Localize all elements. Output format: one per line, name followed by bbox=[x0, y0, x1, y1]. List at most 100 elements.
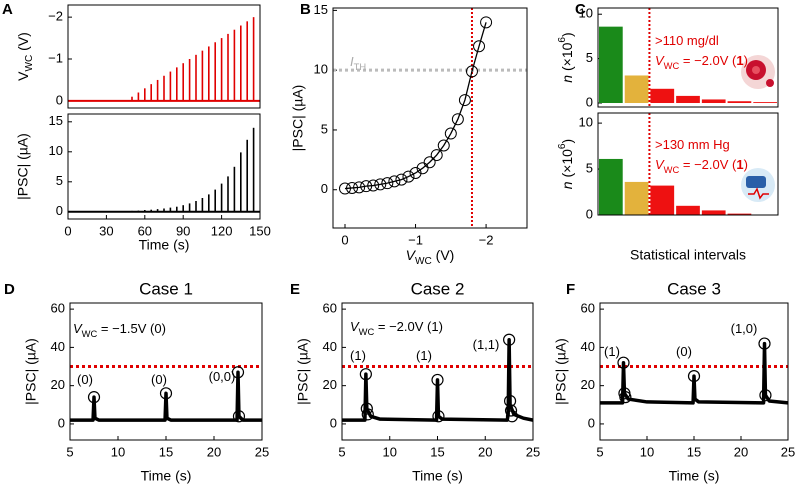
plot-frame bbox=[597, 112, 779, 216]
icon-cuff bbox=[746, 176, 766, 188]
bar bbox=[701, 99, 726, 104]
label-part: (1) bbox=[604, 344, 620, 359]
data-point bbox=[473, 40, 486, 53]
x-tick-label: 150 bbox=[249, 223, 271, 238]
peak-marker bbox=[231, 366, 245, 379]
label-part: TH bbox=[354, 62, 366, 72]
y-tick-label: 5 bbox=[586, 50, 593, 65]
chart-title: Case 1 bbox=[139, 279, 193, 298]
panel-label: D bbox=[4, 281, 15, 298]
y-tick-label: 5 bbox=[586, 160, 593, 175]
plot-frame bbox=[69, 302, 263, 441]
bar bbox=[624, 181, 649, 215]
current-trace bbox=[70, 370, 262, 422]
x-tick-label: 20 bbox=[207, 444, 221, 459]
plot-frame bbox=[332, 7, 528, 229]
x-tick-label: 25 bbox=[255, 444, 269, 459]
label-part: (1,1) bbox=[473, 337, 500, 352]
bar bbox=[650, 185, 675, 215]
x-tick-label: 120 bbox=[211, 223, 233, 238]
current-trace bbox=[600, 341, 789, 405]
label-part: ) bbox=[744, 157, 748, 172]
y-axis-label: n (×106) bbox=[557, 139, 575, 189]
icon-cell-center bbox=[752, 66, 760, 74]
x-axis-label: Statistical intervals bbox=[630, 247, 746, 263]
y-tick-label: 0 bbox=[588, 415, 595, 430]
annotation: VWC = −2.0V (1) bbox=[655, 53, 748, 71]
data-point bbox=[416, 162, 429, 175]
label-part: ) bbox=[559, 32, 575, 37]
icon-cell bbox=[766, 79, 774, 87]
label-part: n bbox=[559, 75, 575, 83]
y-tick-label: 60 bbox=[51, 301, 65, 316]
peak-marker bbox=[505, 410, 519, 423]
label-part: V bbox=[73, 321, 83, 336]
y-axis-label: |PSC| (µA) bbox=[290, 85, 306, 152]
annotation: (0) bbox=[151, 372, 167, 387]
data-point bbox=[465, 65, 478, 78]
x-tick-label: 5 bbox=[338, 444, 345, 459]
annotation: VWC = −2.0V (1) bbox=[655, 157, 748, 175]
y-tick-label: 60 bbox=[323, 301, 337, 316]
label-part: = −2.0V ( bbox=[679, 157, 737, 172]
label-part: WC bbox=[82, 329, 98, 339]
x-tick-label: 0 bbox=[64, 223, 71, 238]
y-tick-label: −1 bbox=[48, 50, 63, 65]
label-part: V bbox=[350, 319, 360, 334]
x-tick-label: 20 bbox=[478, 444, 492, 459]
label-part: = −2.0V ( bbox=[679, 53, 737, 68]
bar bbox=[753, 102, 777, 104]
x-tick-label: 60 bbox=[138, 223, 152, 238]
y-tick-label: 10 bbox=[579, 115, 593, 130]
label-part: V bbox=[406, 247, 417, 263]
peak-marker bbox=[503, 333, 516, 346]
peak-marker bbox=[503, 394, 517, 408]
y-tick-label: 20 bbox=[323, 377, 337, 392]
peak-marker bbox=[759, 389, 772, 402]
bar bbox=[624, 75, 649, 104]
label-part: I bbox=[350, 54, 354, 69]
peak-marker bbox=[360, 402, 373, 415]
annotation: (1) bbox=[416, 348, 432, 363]
panel-label: E bbox=[290, 281, 300, 298]
y-tick-label: 40 bbox=[51, 339, 65, 354]
annotation: (1) bbox=[604, 344, 620, 359]
peak-marker bbox=[758, 337, 771, 350]
panel-label: C bbox=[575, 1, 586, 18]
data-point bbox=[458, 94, 471, 107]
label-part: (×10 bbox=[559, 149, 575, 182]
label-part: (0) bbox=[77, 372, 93, 387]
plot-frame bbox=[599, 302, 789, 441]
y-tick-label: 0 bbox=[586, 206, 593, 221]
bar bbox=[599, 158, 623, 215]
y-axis-label: VWC (V) bbox=[15, 32, 35, 81]
y-tick-label: 10 bbox=[49, 143, 63, 158]
data-point bbox=[444, 127, 457, 140]
x-tick-label: −1 bbox=[408, 232, 423, 247]
data-point bbox=[388, 175, 401, 188]
y-tick-label: 0 bbox=[56, 203, 63, 218]
annotation: (0) bbox=[77, 372, 93, 387]
peak-marker bbox=[617, 356, 630, 369]
panel-label: B bbox=[300, 1, 311, 18]
annotation: (0,0) bbox=[209, 369, 236, 384]
y-tick-label: 0 bbox=[321, 181, 328, 196]
peak-marker bbox=[159, 387, 173, 400]
annotation: (1,1) bbox=[473, 337, 500, 352]
annotation: VWC = −1.5V (0) bbox=[73, 321, 166, 339]
peak-marker bbox=[232, 410, 246, 423]
plot-frame bbox=[341, 302, 534, 441]
label-part: WC bbox=[664, 165, 680, 175]
x-tick-label: 30 bbox=[99, 223, 113, 238]
y-tick-label: 5 bbox=[321, 121, 328, 136]
peak-marker bbox=[619, 391, 632, 404]
bar bbox=[727, 213, 752, 215]
annotation: (1,0) bbox=[731, 321, 758, 336]
label-part: (0) bbox=[676, 344, 692, 359]
label-part: (1,0) bbox=[731, 321, 758, 336]
data-point bbox=[346, 181, 359, 194]
label-part: V bbox=[655, 157, 665, 172]
panel-label: F bbox=[566, 281, 575, 298]
y-tick-label: 0 bbox=[586, 94, 593, 109]
x-tick-label: 15 bbox=[687, 444, 701, 459]
